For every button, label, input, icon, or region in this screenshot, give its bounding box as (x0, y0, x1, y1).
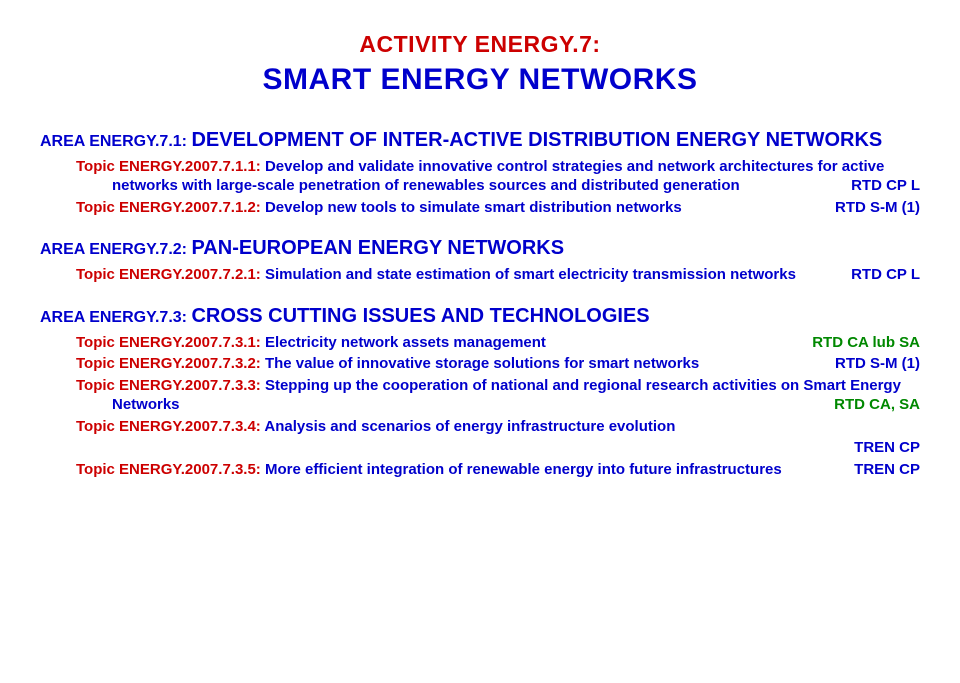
topic-id: Topic ENERGY.2007.7.3.4: (76, 418, 264, 435)
topic-id: Topic ENERGY.2007.7.3.3: (76, 377, 265, 394)
topic-text: The value of innovative storage solution… (265, 355, 699, 372)
area-heading: AREA ENERGY.7.2: PAN-EUROPEAN ENERGY NET… (40, 235, 920, 261)
area-heading: AREA ENERGY.7.1: DEVELOPMENT OF INTER-AC… (40, 127, 920, 153)
topic-item: Topic ENERGY.2007.7.3.5: More efficient … (76, 460, 920, 480)
area-name: CROSS CUTTING ISSUES AND TECHNOLOGIES (191, 305, 649, 327)
topic-tag-line: TREN CP (76, 438, 920, 458)
topic-tag: TREN CP (854, 460, 920, 480)
topic-item: Topic ENERGY.2007.7.3.2: The value of in… (76, 354, 920, 374)
area-prefix: AREA ENERGY.7.1: (40, 133, 191, 150)
topic-tag: RTD S-M (1) (835, 198, 920, 218)
topic-text: More efficient integration of renewable … (265, 461, 782, 478)
topic-item: Topic ENERGY.2007.7.1.1: Develop and val… (76, 157, 920, 196)
topic-text: Electricity network assets management (265, 334, 546, 351)
topic-id: Topic ENERGY.2007.7.3.1: (76, 334, 265, 351)
topic-tag: RTD CA, SA (834, 395, 920, 415)
title-block: ACTIVITY ENERGY.7: SMART ENERGY NETWORKS (40, 30, 920, 99)
activity-title: ACTIVITY ENERGY.7: (40, 30, 920, 60)
topic-tag: RTD CA lub SA (812, 333, 920, 353)
topic-text: Analysis and scenarios of energy infrast… (264, 418, 675, 435)
topic-item: Topic ENERGY.2007.7.1.2: Develop new too… (76, 198, 920, 218)
smart-title: SMART ENERGY NETWORKS (40, 60, 920, 99)
topic-text: Develop new tools to simulate smart dist… (265, 199, 682, 216)
area-name: DEVELOPMENT OF INTER-ACTIVE DISTRIBUTION… (191, 129, 882, 151)
topic-text: Simulation and state estimation of smart… (265, 266, 796, 283)
topic-tag: RTD CP L (851, 265, 920, 285)
areas-container: AREA ENERGY.7.1: DEVELOPMENT OF INTER-AC… (40, 127, 920, 480)
topic-id: Topic ENERGY.2007.7.1.2: (76, 199, 265, 216)
topic-item: Topic ENERGY.2007.7.2.1: Simulation and … (76, 265, 920, 285)
area-prefix: AREA ENERGY.7.2: (40, 241, 191, 258)
topic-id: Topic ENERGY.2007.7.1.1: (76, 158, 265, 175)
topic-id: Topic ENERGY.2007.7.3.5: (76, 461, 265, 478)
topic-item: Topic ENERGY.2007.7.3.1: Electricity net… (76, 333, 920, 353)
topic-item: Topic ENERGY.2007.7.3.3: Stepping up the… (76, 376, 920, 415)
topic-tag: RTD S-M (1) (835, 354, 920, 374)
topic-id: Topic ENERGY.2007.7.3.2: (76, 355, 265, 372)
topic-tag: RTD CP L (851, 176, 920, 196)
topic-tag: TREN CP (854, 438, 920, 458)
area-prefix: AREA ENERGY.7.3: (40, 309, 191, 326)
area-heading: AREA ENERGY.7.3: CROSS CUTTING ISSUES AN… (40, 303, 920, 329)
topic-item: Topic ENERGY.2007.7.3.4: Analysis and sc… (76, 417, 920, 437)
topic-id: Topic ENERGY.2007.7.2.1: (76, 266, 265, 283)
area-name: PAN-EUROPEAN ENERGY NETWORKS (191, 237, 564, 259)
